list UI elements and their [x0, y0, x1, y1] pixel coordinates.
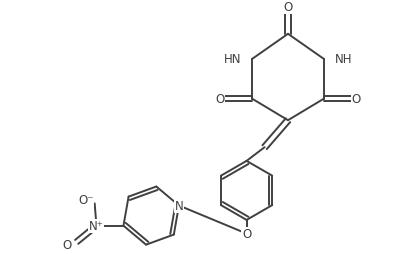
Text: HN: HN [224, 53, 241, 66]
Text: O: O [242, 227, 251, 240]
Text: O: O [352, 93, 361, 106]
Text: O: O [215, 93, 224, 106]
Text: O⁻: O⁻ [78, 194, 93, 207]
Text: O: O [284, 1, 293, 14]
Text: O: O [62, 238, 71, 251]
Text: NH: NH [335, 53, 352, 66]
Text: N: N [175, 199, 183, 212]
Text: N⁺: N⁺ [89, 219, 104, 232]
